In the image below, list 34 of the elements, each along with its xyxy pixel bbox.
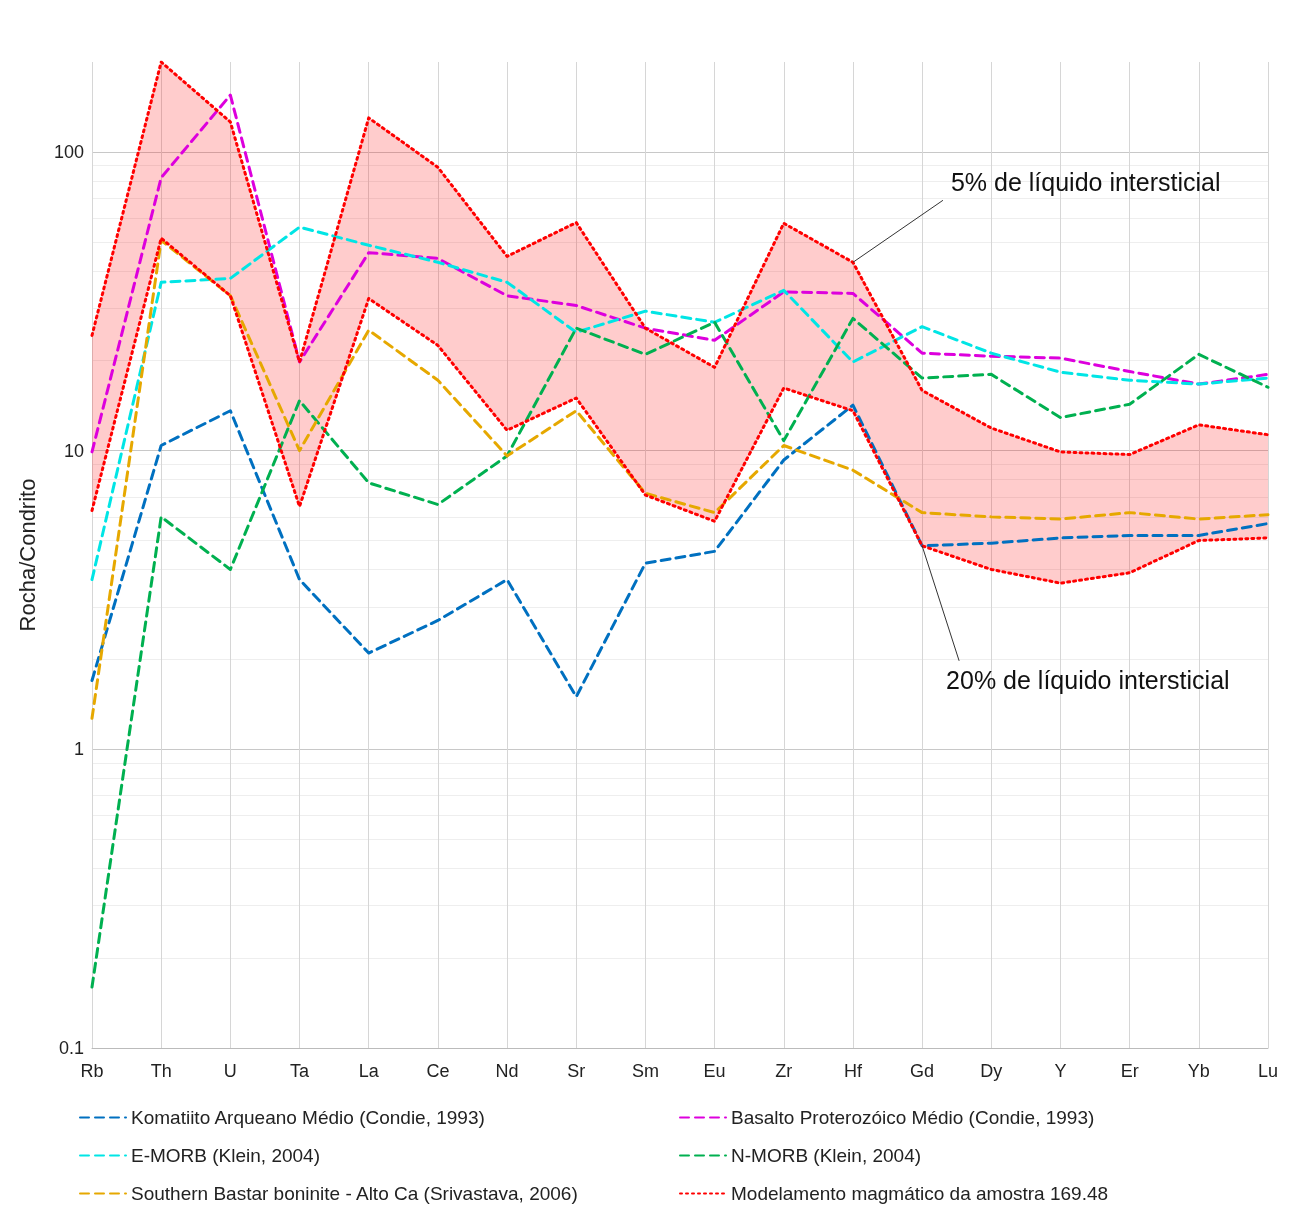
x-tick-label: Zr [775, 1061, 793, 1081]
legend-label: E-MORB (Klein, 2004) [131, 1145, 321, 1166]
annotation: 20% de líquido intersticial [946, 665, 1230, 694]
x-tick-label: Sr [567, 1061, 586, 1081]
y-axis-title: Rocha/Condrito [14, 478, 40, 632]
x-tick-label: Eu [703, 1061, 726, 1081]
x-tick-label: Sm [631, 1061, 659, 1081]
y-tick-label: 1 [73, 739, 84, 760]
annotation: 5% de líquido intersticial [950, 168, 1221, 197]
x-tick-label: La [358, 1061, 380, 1081]
line-series [90, 316, 1270, 989]
y-tick-label: 100 [53, 141, 84, 162]
x-tick-label: Dy [980, 1061, 1003, 1081]
line-series [90, 238, 1270, 720]
x-tick-label: Er [1120, 1061, 1139, 1081]
x-tick-label: Lu [1257, 1061, 1279, 1081]
y-tick-label: 10 [63, 440, 84, 461]
y-tick-label: 0.1 [58, 1038, 84, 1058]
legend-label: Modelamento magmático da amostra 169.48 [731, 1183, 1109, 1204]
legend-label: Basalto Proterozóico Médio (Condie, 1993) [731, 1107, 1095, 1128]
x-tick-label: Gd [910, 1061, 935, 1081]
x-tick-label: Rb [80, 1061, 104, 1081]
x-tick-label: Ta [290, 1061, 311, 1081]
x-tick-label: Th [150, 1061, 172, 1081]
line-series [90, 403, 1270, 699]
x-tick-label: Y [1054, 1061, 1067, 1081]
legend-label: Komatiito Arqueano Médio (Condie, 1993) [131, 1107, 485, 1128]
legend-label: N-MORB (Klein, 2004) [731, 1145, 922, 1166]
x-tick-label: Yb [1187, 1061, 1210, 1081]
x-tick-label: Hf [843, 1061, 863, 1081]
x-tick-label: Ce [426, 1061, 450, 1081]
legend-label: Southern Bastar boninite - Alto Ca (Srivastava, 2006) [131, 1183, 578, 1204]
x-tick-label: U [223, 1061, 237, 1081]
x-tick-label: Nd [495, 1061, 519, 1081]
